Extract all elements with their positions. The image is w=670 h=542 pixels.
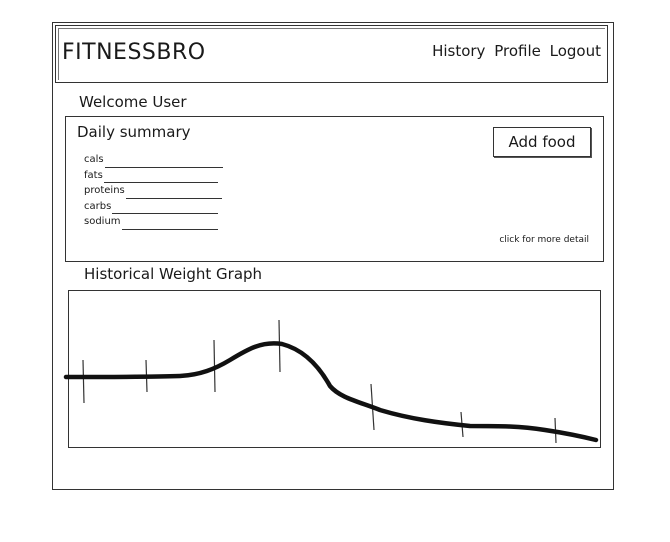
nav-profile-link[interactable]: Profile [494, 42, 541, 60]
metric-value-blank [103, 172, 218, 183]
metric-value-blank [125, 188, 222, 199]
nav-history-link[interactable]: History [432, 42, 486, 60]
weight-graph-title: Historical Weight Graph [84, 265, 263, 283]
welcome-message: Welcome User [79, 93, 187, 111]
weight-graph-panel [63, 290, 601, 448]
metric-label: cals [84, 154, 104, 165]
metric-proteins: proteins [84, 183, 223, 199]
metric-value-blank [112, 203, 219, 214]
metric-sodium: sodium [84, 214, 223, 230]
metric-fats: fats [84, 168, 223, 183]
add-food-button[interactable]: Add food [493, 127, 591, 157]
graph-tick [82, 359, 85, 404]
metric-value-blank [104, 157, 223, 168]
app-header: FITNESSBRO History Profile Logout [55, 25, 608, 83]
metric-carbs: carbs [84, 199, 223, 214]
daily-summary-panel: Daily summary cals fats proteins carbs s… [65, 116, 604, 262]
metric-label: proteins [84, 185, 125, 196]
graph-tick [278, 319, 281, 373]
metric-label: sodium [84, 216, 121, 227]
brand-logo[interactable]: FITNESSBRO [62, 40, 206, 65]
nav-logout-link[interactable]: Logout [549, 42, 601, 60]
metrics-list: cals fats proteins carbs sodium [84, 152, 223, 230]
weight-trend-line [63, 341, 599, 443]
top-nav: History Profile Logout [428, 42, 601, 60]
metric-label: carbs [84, 200, 112, 212]
metric-label: fats [84, 169, 103, 181]
daily-summary-title: Daily summary [77, 123, 191, 141]
metric-value-blank [121, 219, 218, 230]
metric-cals: cals [84, 152, 223, 168]
header-inner-border [58, 28, 605, 80]
more-detail-link[interactable]: click for more detail [499, 235, 589, 245]
app-frame [52, 22, 614, 490]
